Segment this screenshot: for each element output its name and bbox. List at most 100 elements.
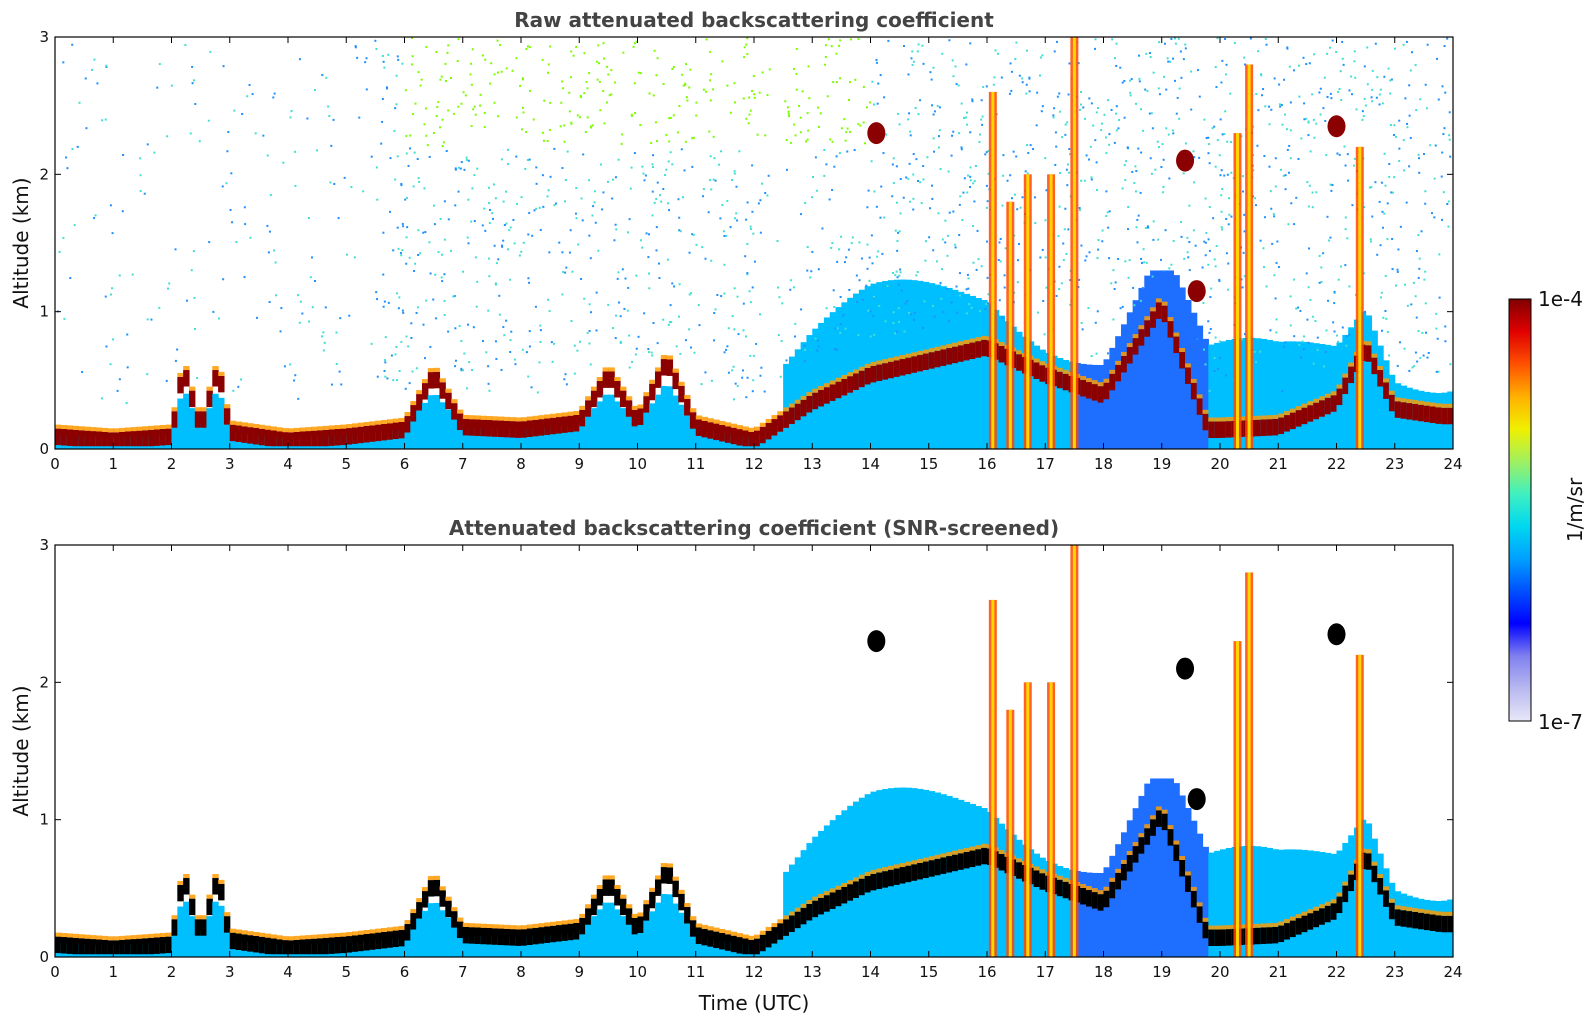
noise-speck (482, 340, 485, 343)
noise-speck (596, 78, 599, 81)
boundary-layer-cell (165, 936, 173, 954)
boundary-layer-cell (1423, 913, 1431, 931)
noise-speck (704, 257, 707, 260)
aerosol-column (1109, 347, 1116, 449)
noise-speck (1162, 185, 1165, 188)
noise-speck (1077, 62, 1080, 65)
noise-speck (1028, 77, 1031, 80)
noise-speck (824, 63, 827, 66)
noise-speck (713, 339, 716, 342)
noise-speck (816, 349, 819, 352)
noise-speck (410, 322, 413, 325)
noise-speck (959, 195, 962, 198)
layer-edge-cell (1278, 413, 1285, 418)
noise-speck (1204, 254, 1207, 257)
noise-speck (1087, 307, 1090, 310)
layer-edge-cell (142, 426, 149, 431)
noise-speck (440, 75, 443, 78)
noise-speck (565, 266, 568, 269)
noise-speck (1025, 83, 1028, 86)
noise-speck (1343, 145, 1346, 148)
boundary-layer-cell (200, 919, 208, 936)
noise-speck (564, 373, 567, 376)
boundary-layer-cell (882, 363, 889, 380)
noise-speck (792, 67, 795, 70)
noise-speck (806, 138, 809, 141)
noise-speck (437, 101, 440, 104)
noise-speck (1216, 37, 1219, 40)
noise-speck (298, 58, 301, 61)
boundary-layer-cell (695, 419, 703, 436)
noise-speck (1042, 299, 1045, 302)
noise-speck (1383, 75, 1386, 78)
noise-speck (946, 287, 949, 290)
noise-speck (1066, 121, 1069, 124)
noise-speck (501, 245, 504, 248)
noise-speck (1158, 146, 1160, 149)
noise-speck (416, 158, 419, 161)
noise-speck (892, 271, 895, 274)
noise-speck (1126, 147, 1129, 150)
boundary-layer-cell (701, 420, 708, 438)
boundary-layer-cell (812, 900, 819, 918)
noise-speck (1067, 228, 1070, 231)
noise-speck (952, 210, 955, 213)
aerosol-column (200, 930, 208, 957)
x-tick-label: 19 (1152, 963, 1171, 981)
boundary-layer-cell (532, 927, 540, 945)
noise-speck (1223, 174, 1226, 177)
aerosol-column (1080, 363, 1087, 449)
noise-speck (701, 195, 704, 198)
noise-speck (851, 236, 854, 239)
noise-speck (1369, 238, 1372, 241)
noise-speck (932, 113, 935, 116)
noise-speck (1003, 286, 1006, 289)
aerosol-column (468, 936, 475, 957)
boundary-layer-cell (724, 426, 732, 443)
layer-edge-cell (410, 909, 417, 914)
noise-speck (409, 134, 412, 137)
boundary-layer-cell (585, 908, 592, 925)
noise-speck (1090, 178, 1093, 181)
layer-edge-cell (829, 888, 837, 893)
layer-edge-cell (1103, 886, 1110, 891)
layer-edge-cell (684, 903, 691, 908)
noise-speck (498, 313, 501, 316)
noise-speck (407, 345, 410, 348)
layer-edge-cell (1418, 400, 1425, 405)
boundary-layer-cell (1435, 407, 1442, 424)
aerosol-column (480, 936, 487, 957)
x-tick-label: 18 (1094, 455, 1113, 473)
noise-speck (602, 42, 605, 45)
noise-speck (1268, 123, 1271, 126)
layer-edge-cell (905, 353, 912, 358)
noise-speck (1230, 215, 1233, 218)
layer-edge-cell (1208, 925, 1215, 930)
noise-speck (1180, 76, 1183, 79)
noise-speck (912, 173, 915, 176)
noise-speck (1411, 366, 1414, 369)
noise-speck (481, 54, 484, 57)
x-tick-label: 20 (1210, 455, 1229, 473)
noise-speck (1240, 278, 1243, 281)
noise-speck (275, 294, 278, 297)
noise-speck (539, 329, 542, 332)
noise-speck (817, 106, 820, 109)
noise-speck (1441, 85, 1444, 88)
x-tick-label: 12 (744, 963, 763, 981)
aerosol-column (1033, 345, 1041, 449)
noise-speck (923, 300, 926, 303)
noise-speck (1427, 351, 1430, 354)
noise-speck (1186, 251, 1189, 254)
noise-speck (1391, 268, 1394, 271)
noise-speck (1283, 78, 1286, 81)
noise-speck (617, 158, 620, 161)
noise-speck (858, 279, 861, 282)
noise-speck (727, 371, 730, 374)
layer-edge-cell (526, 924, 534, 929)
boundary-layer-cell (1103, 890, 1110, 908)
boundary-layer-cell (759, 426, 767, 444)
boundary-layer-cell (730, 427, 738, 445)
noise-speck (505, 67, 508, 70)
